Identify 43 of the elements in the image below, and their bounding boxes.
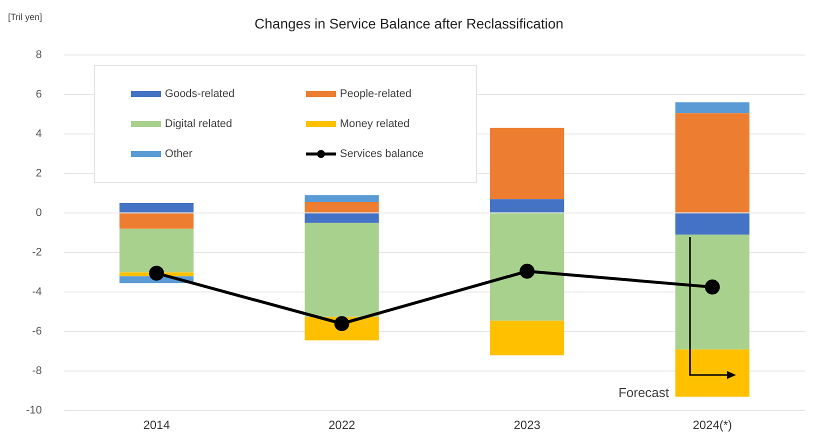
bar (675, 113, 750, 212)
x-tick-label: 2024(*) (692, 418, 732, 432)
legend-label: Services balance (340, 148, 424, 160)
bar (675, 213, 750, 235)
bar (119, 228, 194, 272)
x-tick-label: 2014 (143, 418, 170, 432)
y-tick-label: 0 (36, 206, 42, 219)
bar (675, 349, 750, 397)
legend-label: Digital related (164, 118, 232, 130)
bar (490, 199, 564, 212)
y-tick-label: -4 (32, 286, 42, 298)
legend-label: Money related (340, 118, 410, 130)
bar (490, 213, 564, 321)
point (334, 316, 350, 332)
bar (490, 128, 564, 200)
y-tick-label: 2 (36, 167, 42, 180)
bar (490, 320, 564, 356)
bar (304, 222, 379, 317)
y-tick-label: -10 (26, 404, 42, 417)
y-tick-label: 8 (36, 48, 42, 61)
legend-label: Other (164, 148, 192, 160)
bar (119, 203, 194, 212)
bar (304, 202, 379, 212)
y-tick-label: -2 (32, 246, 42, 258)
y-tick-label: 6 (36, 88, 42, 100)
y-tick-label: -6 (32, 326, 42, 338)
bar (304, 195, 379, 202)
bar (675, 102, 750, 114)
y-tick-label: -8 (32, 365, 42, 378)
y-axis-title: [Tril yen] (8, 12, 42, 22)
bar (304, 213, 379, 223)
bar (119, 213, 194, 229)
annotation: Forecast (618, 384, 670, 400)
x-tick-label: 2023 (514, 418, 541, 432)
y-tick-label: 4 (36, 128, 42, 140)
legend-label: People-related (340, 88, 412, 100)
legend-label: Goods-related (164, 88, 235, 100)
point (704, 280, 720, 295)
point (520, 264, 535, 279)
x-tick-label: 2022 (328, 418, 356, 432)
point (149, 266, 164, 281)
bar (675, 234, 750, 350)
chart-title: Changes in Service Balance after Reclassification (254, 15, 564, 32)
